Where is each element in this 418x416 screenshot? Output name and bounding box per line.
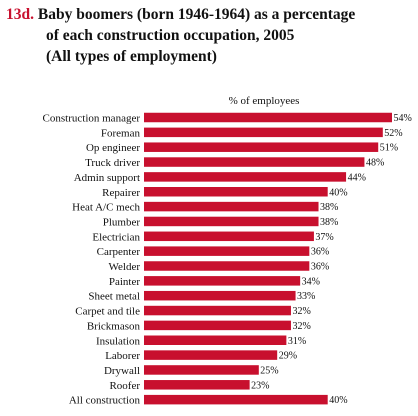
category-label: Truck driver bbox=[85, 157, 140, 169]
category-label: Plumber bbox=[103, 216, 141, 228]
value-label: 38% bbox=[320, 217, 338, 228]
bar bbox=[144, 350, 278, 360]
bar bbox=[144, 112, 392, 123]
bar bbox=[144, 201, 319, 212]
bar bbox=[144, 157, 365, 167]
bar bbox=[144, 365, 259, 375]
bar bbox=[144, 216, 319, 227]
bar bbox=[144, 320, 291, 331]
bar bbox=[144, 305, 291, 316]
value-label: 37% bbox=[315, 232, 333, 243]
category-label: Laborer bbox=[105, 350, 140, 362]
chart-title: Baby boomers (born 1946-1964) as a perce… bbox=[37, 6, 356, 23]
value-label: 36% bbox=[311, 247, 329, 258]
bar bbox=[144, 380, 250, 390]
value-label: 25% bbox=[260, 365, 278, 376]
value-label: 40% bbox=[329, 187, 347, 198]
category-label: Admin support bbox=[74, 172, 140, 184]
value-label: 31% bbox=[288, 336, 306, 347]
bars-group: Construction manager 54% Foreman 52% Op engi… bbox=[43, 113, 412, 407]
value-label: 40% bbox=[329, 395, 347, 406]
value-label: 38% bbox=[320, 202, 338, 213]
x-axis-label: % of employees bbox=[229, 95, 300, 107]
category-label: Electrician bbox=[92, 231, 140, 243]
category-label: Op engineer bbox=[86, 142, 140, 154]
value-label: 33% bbox=[297, 291, 315, 302]
bar bbox=[144, 261, 310, 271]
bar bbox=[144, 187, 328, 197]
bar bbox=[144, 290, 296, 301]
bar bbox=[144, 335, 287, 345]
chart-title-line-2: of each construction occupation, 2005 bbox=[46, 27, 295, 44]
category-label: Construction manager bbox=[43, 113, 141, 125]
bar bbox=[144, 127, 383, 138]
bar bbox=[144, 231, 314, 242]
bar bbox=[144, 394, 328, 405]
category-label: Roofer bbox=[109, 380, 140, 392]
category-label: Carpet and tile bbox=[75, 306, 140, 318]
chart-header: 13d. Baby boomers (born 1946-1964) as a … bbox=[6, 4, 416, 67]
category-label: All construction bbox=[69, 395, 141, 407]
value-label: 52% bbox=[384, 128, 402, 139]
chart-subtitle: (All types of employment) bbox=[46, 48, 217, 65]
category-label: Drywall bbox=[104, 365, 140, 377]
category-label: Insulation bbox=[96, 335, 140, 347]
bar bbox=[144, 276, 301, 286]
value-label: 23% bbox=[251, 380, 269, 391]
category-label: Carpenter bbox=[97, 246, 141, 258]
value-label: 32% bbox=[292, 321, 310, 332]
value-label: 29% bbox=[279, 351, 297, 362]
value-label: 34% bbox=[302, 276, 320, 287]
value-label: 54% bbox=[394, 113, 412, 124]
value-label: 32% bbox=[292, 306, 310, 317]
value-label: 44% bbox=[348, 172, 366, 183]
category-label: Welder bbox=[109, 261, 141, 273]
value-label: 36% bbox=[311, 262, 329, 273]
category-label: Repairer bbox=[102, 187, 140, 199]
category-label: Brickmason bbox=[87, 320, 141, 332]
category-label: Foreman bbox=[101, 127, 141, 139]
category-label: Heat A/C mech bbox=[72, 202, 140, 214]
bar bbox=[144, 246, 310, 256]
bar bbox=[144, 142, 379, 152]
category-label: Sheet metal bbox=[88, 291, 140, 303]
figure-number: 13d. bbox=[6, 6, 34, 23]
value-label: 51% bbox=[380, 143, 398, 154]
bar bbox=[144, 172, 347, 182]
value-label: 48% bbox=[366, 158, 384, 169]
category-label: Painter bbox=[109, 276, 140, 288]
title-line-1: 13d. Baby boomers (born 1946-1964) as a … bbox=[6, 4, 416, 25]
